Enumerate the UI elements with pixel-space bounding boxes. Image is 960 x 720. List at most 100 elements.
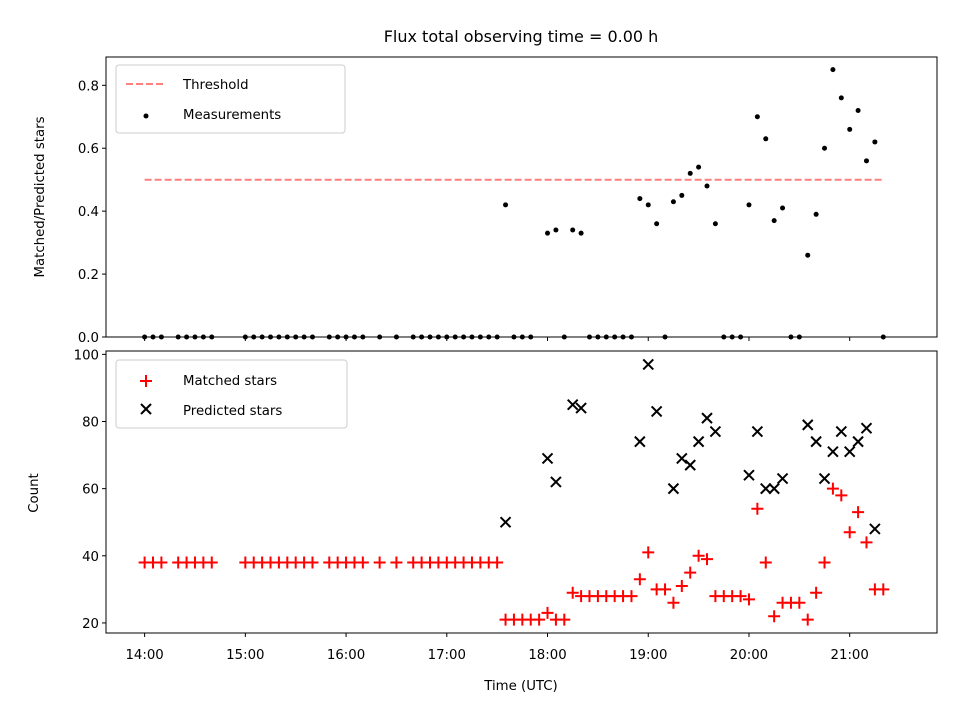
measurement-point <box>872 139 878 145</box>
bottom-legend-box <box>115 359 348 429</box>
predicted-star-point <box>575 402 587 414</box>
matched-star-point <box>692 549 705 562</box>
x-tick-label: 20:00 <box>730 648 768 663</box>
measurement-point <box>813 211 819 217</box>
legend-predicted-swatch <box>140 403 152 415</box>
predicted-star-point <box>684 459 696 471</box>
measurement-point <box>503 202 509 208</box>
predicted-star-point <box>768 482 780 495</box>
top-y-ticks: 0.0 0.2 0.4 0.6 0.8 <box>78 79 106 346</box>
matched-star-point <box>533 613 546 626</box>
chart-title: Flux total observing time = 0.00 h <box>384 27 659 46</box>
predicted-star-point <box>802 419 814 431</box>
measurement-point <box>712 221 718 227</box>
measurement-point <box>805 252 811 258</box>
predicted-star-point <box>566 399 579 411</box>
predicted-star-point <box>667 482 680 495</box>
bottom-y-axis-label: Count <box>27 473 42 513</box>
predicted-star-point <box>701 412 713 424</box>
top-y-tick-label: 0.2 <box>78 268 99 283</box>
matched-star-point <box>860 536 873 549</box>
predicted-star-point <box>751 425 764 438</box>
matched-star-point <box>633 573 646 586</box>
measurement-point <box>754 114 760 120</box>
predicted-star-point <box>827 446 839 458</box>
predicted-star-point <box>835 425 848 438</box>
matched-star-point <box>843 526 856 539</box>
bottom-y-tick-label: 80 <box>82 416 99 431</box>
bottom-y-tick-label: 40 <box>82 550 99 565</box>
matched-star-point <box>759 556 772 569</box>
measurement-point <box>654 221 660 227</box>
measurement-point <box>696 164 702 170</box>
top-x-ticks <box>144 337 851 341</box>
predicted-star-point <box>634 435 646 448</box>
matched-star-point <box>205 556 218 569</box>
matched-star-point <box>751 502 764 515</box>
measurement-point <box>763 136 769 142</box>
measurement-point <box>746 202 752 208</box>
matched-star-point <box>625 590 638 603</box>
matched-star-point <box>835 489 848 502</box>
measurement-point <box>637 196 643 202</box>
predicted-star-point <box>810 435 822 448</box>
matched-star-point <box>155 556 168 569</box>
measurement-point <box>553 227 559 233</box>
measurement-point <box>822 145 828 151</box>
x-tick-label: 18:00 <box>528 648 566 663</box>
matched-star-point <box>826 482 839 495</box>
predicted-star-point <box>860 422 873 434</box>
measurement-point <box>570 227 576 233</box>
top-legend: Threshold Measurements <box>115 64 346 134</box>
matched-star-point <box>356 556 369 569</box>
matched-star-point <box>801 613 814 626</box>
matched-star-point <box>742 593 755 606</box>
predicted-star-point <box>642 358 654 371</box>
predicted-star-point <box>692 435 705 448</box>
matched-star-point <box>793 596 806 609</box>
measurement-point <box>679 192 685 198</box>
x-tick-label: 14:00 <box>125 648 163 663</box>
measurement-point <box>645 202 651 208</box>
predicted-star-point <box>541 452 554 465</box>
measurement-point <box>863 158 869 164</box>
measurement-point <box>545 230 551 236</box>
matched-star-point <box>768 610 781 623</box>
measurement-point <box>780 205 786 211</box>
matched-star-point <box>877 583 890 596</box>
predicted-star-point <box>499 516 512 528</box>
measurement-point <box>670 199 676 205</box>
matched-star-point <box>491 556 504 569</box>
predicted-star-point <box>869 523 881 535</box>
top-y-tick-label: 0.6 <box>78 142 99 157</box>
matched-star-point <box>373 556 386 569</box>
matched-star-point <box>734 590 747 603</box>
matched-star-point <box>659 583 672 596</box>
matched-star-point <box>852 506 865 519</box>
top-legend-box <box>115 64 346 134</box>
bottom-plot-frame <box>105 350 938 634</box>
matched-star-point <box>675 580 688 592</box>
matched-star-point <box>541 606 554 619</box>
top-y-tick-label: 0.8 <box>78 79 99 94</box>
matched-star-point <box>684 566 697 579</box>
legend-matched-label: Matched stars <box>183 374 277 389</box>
predicted-star-point <box>743 469 755 481</box>
legend-measurements-swatch <box>143 113 149 119</box>
measurement-point <box>838 95 844 101</box>
measurement-point <box>830 67 836 73</box>
top-plot-frame <box>105 56 938 338</box>
bottom-y-ticks: 20 40 60 80 100 <box>74 348 106 632</box>
matched-star-point <box>667 596 680 609</box>
matched-star-point <box>390 556 403 569</box>
measurement-point <box>855 107 861 113</box>
predicted-star-point <box>676 452 688 465</box>
measurement-point <box>578 230 584 236</box>
predicted-star-point <box>776 472 789 485</box>
predicted-star-point <box>709 425 722 438</box>
legend-threshold-label: Threshold <box>182 78 249 93</box>
matched-star-point <box>818 556 831 569</box>
bottom-legend: Matched stars Predicted stars <box>115 359 348 429</box>
